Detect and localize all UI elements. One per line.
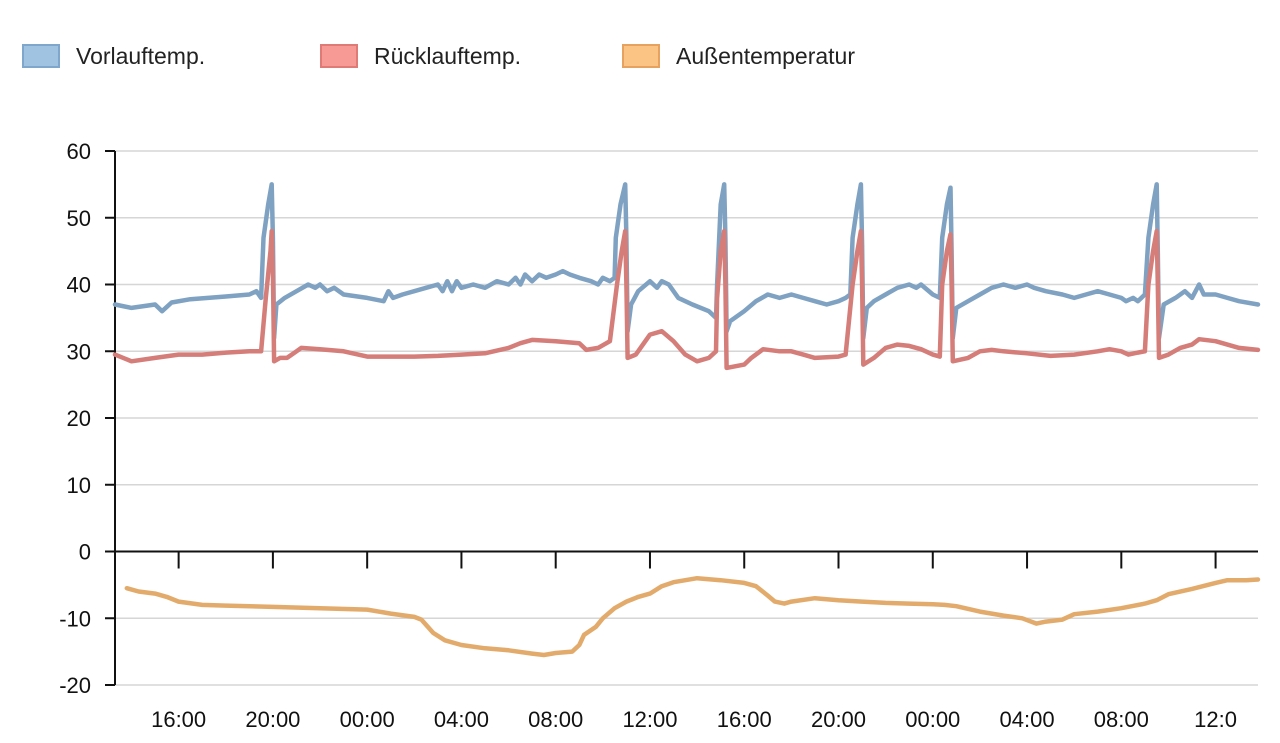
x-tick-label: 20:00 — [811, 707, 866, 732]
legend-swatch — [622, 44, 660, 68]
x-tick-label: 04:00 — [1000, 707, 1055, 732]
x-tick-label: 12:00 — [622, 707, 677, 732]
legend-label: Rücklauftemp. — [374, 42, 522, 69]
y-tick-label: 60 — [67, 139, 91, 164]
y-tick-label: 40 — [67, 273, 91, 298]
y-tick-label: 30 — [67, 339, 91, 364]
x-tick-label: 08:00 — [1094, 707, 1149, 732]
legend-swatch — [320, 44, 358, 68]
legend-item[interactable]: Rücklauftemp. — [320, 41, 521, 71]
legend-item[interactable]: Außentemperatur — [622, 41, 855, 71]
gridlines — [115, 150, 1258, 686]
axes: 60 50 40 30 20 10 0 -10 -20 16:00 20:00 00:00 04:00 0… — [59, 139, 1258, 732]
y-tick-label: 50 — [67, 206, 91, 231]
y-tick-label: 0 — [79, 540, 91, 565]
x-tick-label: 00:00 — [905, 707, 960, 732]
legend-swatch — [22, 44, 60, 68]
series-lines — [112, 182, 1261, 658]
legend-label: Außentemperatur — [676, 42, 855, 69]
y-tick-label: -10 — [59, 606, 91, 631]
x-tick-label: 16:00 — [151, 707, 206, 732]
x-tick-label: 00:00 — [340, 707, 395, 732]
legend-item[interactable]: Vorlauftemp. — [22, 41, 205, 71]
x-tick-label: 08:00 — [528, 707, 583, 732]
y-tick-label: 20 — [67, 406, 91, 431]
y-tick-label: -20 — [59, 673, 91, 698]
series-line — [112, 182, 1261, 341]
series-line — [112, 228, 1261, 371]
x-tick-label: 20:00 — [245, 707, 300, 732]
x-tick-label: 04:00 — [434, 707, 489, 732]
y-tick-label: 10 — [67, 473, 91, 498]
x-tick-label: 16:00 — [717, 707, 772, 732]
series-line — [124, 575, 1261, 658]
legend-label: Vorlauftemp. — [76, 42, 206, 69]
x-tick-label: 12:0 — [1194, 707, 1237, 732]
